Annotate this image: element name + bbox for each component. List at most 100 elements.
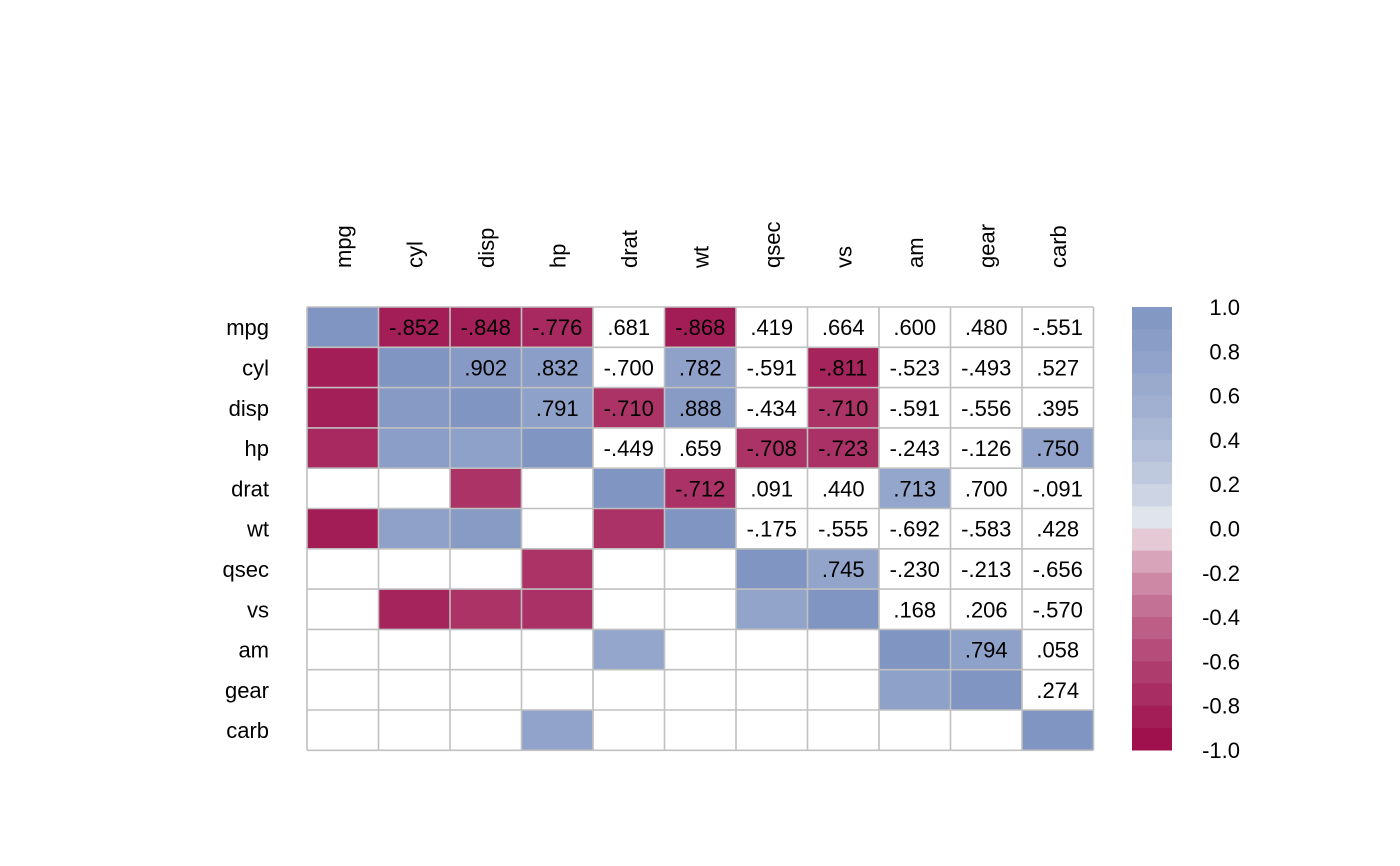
legend-tick-label: 0.2 [1209,472,1240,497]
coef-label-drat-am: .713 [893,476,936,501]
cell-vs-qsec [736,589,808,630]
cell-disp-disp [450,387,522,428]
cell-qsec-gear [950,548,1022,590]
cell-drat-wt [664,468,736,509]
color-legend: 1.0 0.8 0.6 0.4 0.2 0.0 -0.2 -0.4 -0.6 -0.8 -1.0 [1132,295,1240,763]
cell-cyl-wt [664,347,736,388]
cell-disp-vs [807,387,879,428]
coef-label-drat-vs: .440 [822,476,865,501]
cell-hp-mpg [307,427,379,469]
cell-qsec-disp [450,548,522,590]
legend-swatch [1132,727,1172,751]
cell-wt-drat [593,508,665,549]
cell-cyl-disp [450,347,522,388]
legend-tick-label: 0.0 [1209,517,1240,542]
coef-label-cyl-wt: .782 [679,355,722,380]
coef-label-hp-vs: -.723 [818,436,868,461]
coef-label-drat-qsec: .091 [750,476,793,501]
coef-label-wt-carb: .428 [1036,517,1079,542]
cell-cyl-mpg [307,347,379,388]
cell-carb-carb [1022,710,1094,751]
legend-tick-label: -0.2 [1202,561,1240,586]
cell-vs-cyl [378,589,450,630]
coef-label-mpg-hp: -.776 [532,315,582,340]
cell-mpg-qsec [736,307,808,348]
row-label-wt: wt [246,517,269,542]
cell-hp-hp [521,427,593,469]
cell-disp-drat [593,387,665,428]
cell-am-mpg [307,629,379,670]
cell-mpg-carb [1022,307,1094,348]
col-label-mpg: mpg [331,225,356,268]
coef-label-wt-am: -.692 [890,517,940,542]
cell-drat-hp [521,468,593,509]
cell-wt-disp [450,508,522,549]
cell-gear-drat [593,669,665,710]
cell-qsec-cyl [378,548,450,590]
cell-drat-drat [593,468,665,509]
coef-label-hp-wt: .659 [679,436,722,461]
cell-hp-vs [807,427,879,469]
coef-label-drat-wt: -.712 [675,476,725,501]
cell-wt-mpg [307,508,379,549]
coef-label-cyl-vs: -.811 [819,355,868,380]
row-label-hp: hp [245,436,269,461]
coef-label-mpg-vs: .664 [822,315,865,340]
coef-label-cyl-gear: -.493 [961,355,1011,380]
cell-disp-hp [521,387,593,428]
legend-swatch [1132,506,1172,529]
coef-label-vs-am: .168 [893,597,936,622]
row-label-drat: drat [231,476,269,501]
cell-wt-am [879,508,951,549]
cell-cyl-drat [593,347,665,388]
cell-hp-drat [593,427,665,469]
cell-wt-wt [664,508,736,549]
coef-label-qsec-gear: -.213 [961,557,1011,582]
coef-label-mpg-wt: -.868 [675,315,725,340]
cell-cyl-qsec [736,347,808,388]
coef-label-cyl-disp: .902 [464,355,507,380]
col-label-hp: hp [545,244,570,268]
coef-label-disp-wt: .888 [679,396,722,421]
cell-hp-wt [664,427,736,469]
coef-label-mpg-gear: .480 [965,315,1008,340]
legend-swatch [1132,528,1172,552]
cell-disp-gear [950,387,1022,428]
col-label-qsec: qsec [760,222,785,268]
cell-disp-cyl [378,387,450,428]
legend-swatch [1132,661,1172,685]
cell-vs-am [879,589,951,630]
cell-carb-gear [950,710,1022,751]
coef-label-wt-qsec: -.175 [747,517,797,542]
cell-disp-mpg [307,387,379,428]
cell-mpg-mpg [307,307,379,348]
cell-am-am [879,629,951,670]
coef-label-qsec-carb: -.656 [1033,557,1083,582]
coef-label-mpg-am: .600 [893,315,936,340]
cell-am-wt [664,629,736,670]
legend-swatch [1132,329,1172,352]
cell-wt-gear [950,508,1022,549]
cell-hp-cyl [378,427,450,469]
column-labels: mpg cyl disp hp drat wt qsec vs am gear carb [331,222,1071,269]
cell-disp-wt [664,387,736,428]
cell-carb-wt [664,710,736,751]
cell-drat-disp [450,468,522,509]
cell-mpg-hp [521,307,593,348]
cell-am-disp [450,629,522,670]
cell-wt-hp [521,508,593,549]
cell-drat-carb [1022,468,1094,509]
col-label-cyl: cyl [402,241,427,268]
cell-hp-carb [1022,427,1094,469]
cell-am-gear [950,629,1022,670]
legend-tick-label: 1.0 [1209,295,1240,320]
coef-label-am-carb: .058 [1036,638,1079,663]
col-label-carb: carb [1046,225,1071,268]
cell-am-qsec [736,629,808,670]
legend-swatch [1132,307,1172,330]
cell-gear-mpg [307,669,379,710]
coef-label-disp-hp: .791 [536,396,579,421]
cell-cyl-am [879,347,951,388]
cell-mpg-disp [450,307,522,348]
cell-gear-disp [450,669,522,710]
